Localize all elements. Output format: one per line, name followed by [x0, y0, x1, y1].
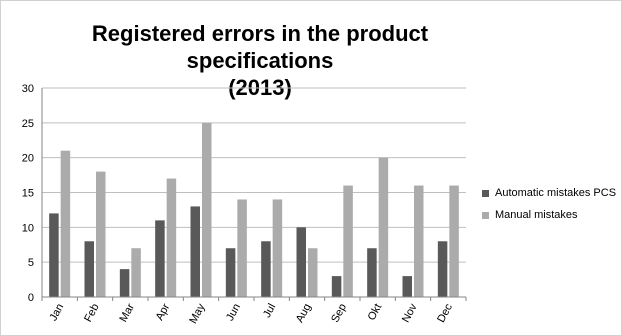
x-tick-label: Aug — [294, 302, 314, 325]
bar-manual-jan — [60, 150, 71, 297]
x-tick-label: Sep — [329, 302, 349, 325]
x-tick-label: May — [187, 301, 208, 325]
y-tick-label: 30 — [22, 83, 34, 95]
bar-automatic-okt — [367, 248, 377, 297]
bar-manual-jul — [272, 199, 283, 297]
chart-title-line-1: Registered errors in the product specifi… — [91, 21, 429, 73]
x-tick-label: Okt — [366, 302, 385, 323]
bar-automatic-may — [190, 206, 200, 297]
x-tick-label: Mar — [117, 301, 137, 324]
x-tick-labels: Jan Feb Mar Apr May Jun Jul Aug Sep Okt Nov Dec — [47, 301, 455, 325]
bar-manual-apr — [166, 178, 177, 297]
bar-automatic-sep — [331, 276, 342, 297]
axes — [41, 88, 467, 301]
chart-title: Registered errors in the product specifi… — [20, 20, 500, 101]
x-tick-label: Apr — [154, 301, 173, 322]
bar-automatic-aug — [296, 227, 306, 297]
bar-manual-dec — [449, 185, 459, 297]
gridlines — [42, 87, 466, 263]
y-tick-label: 25 — [22, 118, 34, 130]
legend: Automatic mistakes PCS Manual mistakes — [482, 186, 616, 230]
bar-manual-sep — [343, 185, 353, 297]
bars — [49, 122, 459, 297]
bar-manual-aug — [308, 248, 318, 297]
legend-label-automatic: Automatic mistakes PCS — [495, 187, 617, 199]
legend-swatch-manual — [482, 211, 489, 219]
bar-manual-mar — [131, 248, 141, 297]
x-tick-label: Feb — [82, 302, 102, 324]
y-tick-label: 20 — [22, 153, 34, 165]
x-tick-label: Nov — [400, 301, 420, 324]
bar-automatic-apr — [155, 220, 165, 297]
y-tick-label: 0 — [28, 292, 34, 304]
bar-manual-jun — [237, 199, 247, 297]
legend-item-automatic: Automatic mistakes PCS — [482, 186, 616, 200]
bar-automatic-mar — [119, 269, 130, 297]
bar-manual-may — [202, 122, 212, 297]
legend-item-manual: Manual mistakes — [482, 208, 616, 222]
bar-automatic-dec — [437, 241, 448, 297]
legend-swatch-automatic — [482, 189, 489, 197]
x-tick-label: Dec — [435, 301, 455, 324]
bar-manual-okt — [378, 157, 389, 297]
y-tick-label: 15 — [22, 188, 34, 200]
bar-manual-nov — [414, 185, 424, 297]
bar-manual-feb — [96, 171, 106, 297]
x-tick-label: Jul — [261, 302, 278, 320]
bar-automatic-jan — [49, 213, 59, 297]
y-tick-label: 10 — [22, 222, 34, 234]
bar-automatic-feb — [84, 241, 94, 297]
legend-label-manual: Manual mistakes — [495, 209, 578, 221]
bar-automatic-nov — [402, 276, 412, 297]
bar-automatic-jun — [225, 248, 236, 297]
y-tick-label: 5 — [28, 257, 34, 269]
y-tick-labels: 0 5 10 15 20 25 30 — [22, 83, 34, 304]
bar-automatic-jul — [261, 241, 271, 297]
x-tick-label: Jan — [47, 302, 66, 323]
x-tick-label: Jun — [224, 302, 243, 323]
